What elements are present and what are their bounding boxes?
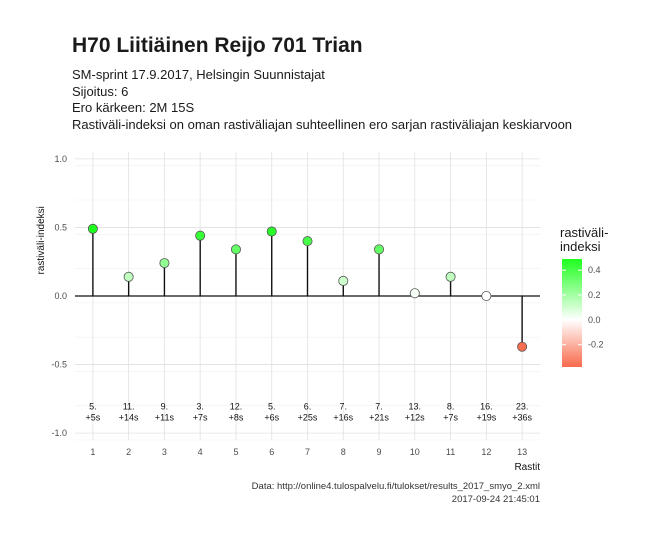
lollipop-11: 8.+7s bbox=[443, 271, 458, 422]
split-diff-label: +14s bbox=[119, 412, 139, 422]
split-diff-label: +8s bbox=[229, 412, 244, 422]
chart-title: H70 Liitiäinen Reijo 701 Trian bbox=[72, 34, 363, 57]
split-diff-label: +12s bbox=[405, 412, 425, 422]
split-diff-label: +25s bbox=[298, 412, 318, 422]
split-rank-label: 8. bbox=[447, 401, 455, 411]
split-diff-label: +7s bbox=[443, 412, 458, 422]
split-rank-label: 7. bbox=[340, 401, 348, 411]
legend-tick-label: 0.0 bbox=[588, 315, 601, 325]
lollipop-point bbox=[517, 341, 528, 352]
legend-tick-label: 0.2 bbox=[588, 290, 601, 300]
split-rank-label: 9. bbox=[161, 401, 169, 411]
color-legend: rastiväli- indeksi bbox=[560, 226, 608, 254]
lollipop-7: 6.+25s bbox=[298, 236, 318, 422]
lollipop-point bbox=[230, 244, 241, 255]
y-tick-label: 0.5 bbox=[54, 222, 67, 232]
subtitle-line-description: Rastiväli-indeksi on oman rastiväliajan … bbox=[72, 116, 573, 132]
split-diff-label: +16s bbox=[333, 412, 353, 422]
legend-colorbar bbox=[562, 259, 582, 367]
split-diff-label: +11s bbox=[155, 412, 175, 422]
y-tick-label: -1.0 bbox=[51, 428, 67, 438]
split-diff-label: +7s bbox=[193, 412, 208, 422]
lollipop-point bbox=[159, 258, 170, 269]
x-tick-label: 1 bbox=[90, 447, 95, 457]
legend-tick-label: 0.4 bbox=[588, 265, 601, 275]
split-rank-label: 3. bbox=[196, 401, 204, 411]
lollipop-point bbox=[445, 271, 456, 282]
split-rank-label: 13. bbox=[409, 401, 422, 411]
subtitle-line-gap: Ero kärkeen: 2M 15S bbox=[72, 100, 195, 115]
lollipop-point bbox=[302, 236, 313, 247]
y-axis-title: rastiväli-indeksi bbox=[36, 206, 47, 274]
lollipop-12: 16.+19s bbox=[476, 290, 497, 422]
x-tick-label: 5 bbox=[233, 447, 238, 457]
y-tick-label: 0.0 bbox=[54, 291, 67, 301]
split-diff-label: +6s bbox=[264, 412, 279, 422]
split-diff-label: +36s bbox=[512, 412, 532, 422]
lollipop-point bbox=[409, 288, 420, 299]
y-tick-label: 1.0 bbox=[54, 154, 67, 164]
x-tick-label: 7 bbox=[305, 447, 310, 457]
lollipop-5: 12.+8s bbox=[229, 244, 244, 422]
x-tick-label: 6 bbox=[269, 447, 274, 457]
lollipop-2: 11.+14s bbox=[119, 271, 139, 422]
x-tick-label: 12 bbox=[481, 447, 491, 457]
lollipop-4: 3.+7s bbox=[193, 230, 208, 422]
lollipop-1: 5.+5s bbox=[86, 223, 101, 422]
lollipop-point bbox=[481, 290, 492, 301]
x-tick-label: 9 bbox=[377, 447, 382, 457]
lollipop-point bbox=[195, 230, 206, 241]
lollipop-point bbox=[374, 244, 385, 255]
split-diff-label: +21s bbox=[369, 412, 389, 422]
x-tick-label: 10 bbox=[410, 447, 420, 457]
chart-subtitle: SM-sprint 17.9.2017, Helsingin Suunnista… bbox=[72, 67, 572, 133]
subtitle-line-competition: SM-sprint 17.9.2017, Helsingin Suunnista… bbox=[72, 67, 325, 82]
split-rank-label: 7. bbox=[375, 401, 383, 411]
split-rank-label: 23. bbox=[516, 401, 529, 411]
caption-timestamp: 2017-09-24 21:45:01 bbox=[451, 494, 540, 505]
x-axis-title: Rastit bbox=[514, 462, 540, 473]
split-rank-label: 5. bbox=[89, 401, 97, 411]
lollipop-3: 9.+11s bbox=[155, 258, 175, 422]
split-rank-label: 16. bbox=[480, 401, 493, 411]
lollipop-point bbox=[266, 226, 277, 237]
legend-title: rastiväli- indeksi bbox=[560, 226, 608, 254]
x-tick-label: 11 bbox=[446, 447, 455, 457]
lollipop-10: 13.+12s bbox=[405, 288, 425, 422]
split-rank-label: 5. bbox=[268, 401, 276, 411]
legend-title-line-1: rastiväli- bbox=[560, 225, 609, 240]
legend-tick-label: -0.2 bbox=[588, 340, 604, 350]
lollipop-point bbox=[123, 271, 134, 282]
legend-title-line-2: indeksi bbox=[560, 239, 601, 254]
split-diff-label: +5s bbox=[86, 412, 101, 422]
split-rank-label: 6. bbox=[304, 401, 312, 411]
chart-caption: Data: http://online4.tulospalvelu.fi/tul… bbox=[252, 480, 540, 506]
lollipop-13: 23.+36s bbox=[512, 296, 532, 422]
lollipop-6: 5.+6s bbox=[264, 226, 280, 422]
lollipop-9: 7.+21s bbox=[369, 244, 389, 422]
y-tick-label: -0.5 bbox=[51, 360, 67, 370]
x-tick-label: 13 bbox=[517, 447, 527, 457]
x-tick-label: 2 bbox=[126, 447, 131, 457]
split-rank-label: 11. bbox=[123, 401, 135, 411]
lollipop-8: 7.+16s bbox=[333, 275, 354, 422]
caption-source: Data: http://online4.tulospalvelu.fi/tul… bbox=[251, 481, 540, 492]
split-rank-label: 12. bbox=[230, 401, 243, 411]
x-tick-label: 4 bbox=[198, 447, 203, 457]
lollipop-point bbox=[338, 275, 349, 286]
subtitle-line-placement: Sijoitus: 6 bbox=[72, 83, 129, 99]
x-tick-label: 3 bbox=[162, 447, 167, 457]
split-diff-label: +19s bbox=[476, 412, 496, 422]
lollipop-point bbox=[87, 223, 98, 234]
x-tick-label: 8 bbox=[341, 447, 346, 457]
